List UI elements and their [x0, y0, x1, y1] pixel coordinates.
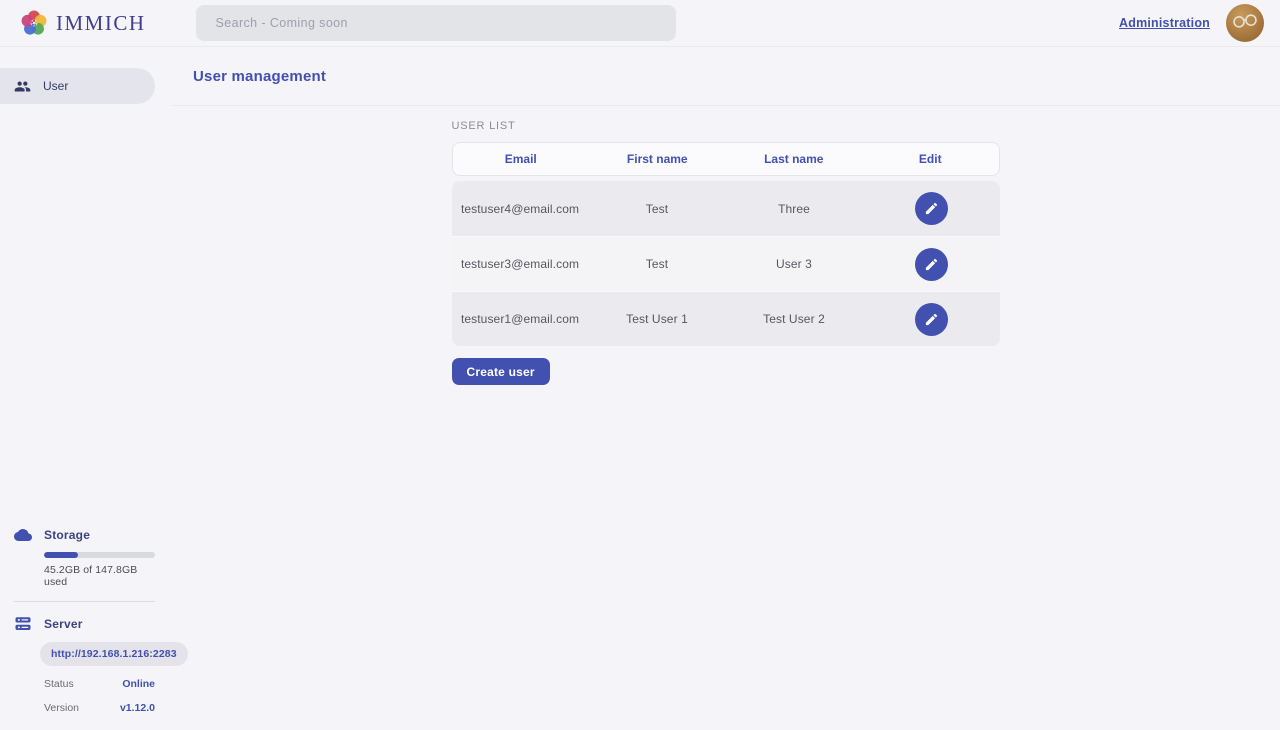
server-version-value: v1.12.0 — [119, 702, 155, 714]
cell-first-name: Test User 1 — [626, 312, 688, 326]
create-user-button[interactable]: Create user — [451, 358, 550, 385]
column-header-edit: Edit — [918, 152, 942, 166]
server-status-row: Status Online — [44, 678, 155, 690]
app-wordmark: IMMICH — [56, 10, 146, 35]
table-row: testuser4@email.com Test Three — [451, 181, 1000, 236]
server-version-label: Version — [44, 702, 80, 714]
cell-email: testuser3@email.com — [460, 257, 580, 271]
pencil-icon — [925, 313, 937, 325]
glasses-icon — [1233, 14, 1257, 28]
column-header-first-name: First name — [626, 152, 688, 166]
sidebar-status-panel: Storage 45.2GB of 147.8GB used Server ht… — [0, 526, 188, 730]
sidebar-item-user[interactable]: User — [0, 68, 155, 104]
cell-last-name: Test User 2 — [763, 312, 825, 326]
server-version-row: Version v1.12.0 — [44, 702, 155, 714]
column-header-email: Email — [504, 152, 537, 166]
cloud-icon — [14, 529, 32, 541]
user-table-header: Email First name Last name Edit — [451, 142, 1000, 176]
edit-user-button[interactable] — [914, 192, 948, 225]
cell-last-name: User 3 — [776, 257, 812, 271]
cell-email: testuser4@email.com — [460, 201, 580, 216]
edit-user-button[interactable] — [914, 302, 948, 336]
page-title: User management — [193, 67, 327, 85]
server-status-value: Online — [122, 678, 155, 690]
cell-email: testuser1@email.com — [460, 312, 580, 326]
app-header: IMMICH Administration — [0, 0, 1280, 47]
app-logo: IMMICH — [20, 9, 146, 37]
immich-flower-logo-icon — [21, 10, 47, 35]
administration-link[interactable]: Administration — [1119, 16, 1210, 30]
sidebar: User Storage 45.2GB of 147.8GB used — [0, 47, 188, 730]
user-table-body: testuser4@email.com Test Three testuser3… — [451, 181, 1000, 346]
server-url-chip: http://192.168.1.216:2283 — [40, 642, 188, 666]
user-list-label: USER LIST — [451, 120, 516, 132]
header-right: Administration — [1119, 4, 1264, 42]
server-title: Server — [44, 617, 83, 631]
cell-first-name: Test — [645, 257, 669, 271]
users-icon — [14, 81, 31, 91]
edit-user-button[interactable] — [914, 247, 948, 281]
main-panel: User management USER LIST Email First na… — [171, 47, 1280, 730]
column-header-last-name: Last name — [764, 152, 824, 166]
storage-title: Storage — [44, 528, 91, 542]
storage-header: Storage — [14, 526, 155, 544]
user-avatar[interactable] — [1226, 4, 1264, 42]
pencil-icon — [925, 258, 937, 270]
server-status-label: Status — [44, 678, 74, 690]
table-row: testuser1@email.com Test User 1 Test Use… — [451, 291, 1000, 346]
titlebar: User management — [171, 47, 1280, 106]
cell-first-name: Test — [645, 201, 669, 216]
pencil-icon — [925, 202, 937, 215]
cell-last-name: Three — [778, 201, 810, 216]
table-row: testuser3@email.com Test User 3 — [451, 236, 1000, 291]
server-header: Server — [14, 615, 155, 633]
server-icon — [15, 617, 31, 630]
search-input[interactable] — [195, 5, 676, 41]
user-list-section: USER LIST Email First name Last name Edi… — [451, 106, 1000, 385]
storage-progress-fill — [44, 552, 78, 558]
storage-progress-bar — [44, 552, 155, 558]
sidebar-divider — [14, 601, 155, 602]
storage-usage-text: 45.2GB of 147.8GB used — [44, 564, 138, 588]
sidebar-item-user-label: User — [43, 79, 69, 93]
